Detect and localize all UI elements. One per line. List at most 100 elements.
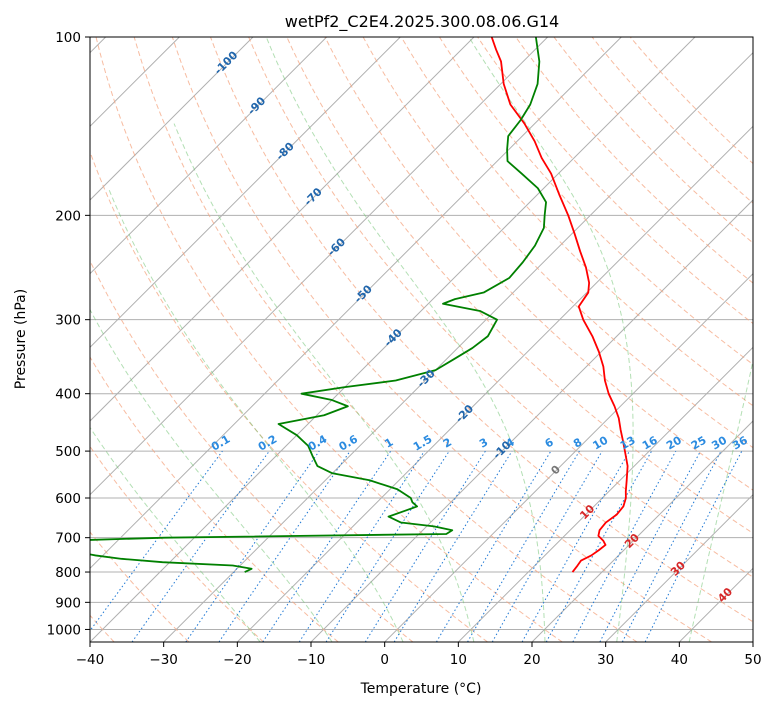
isotherm-label: -80 xyxy=(274,139,297,162)
y-tick-label: 100 xyxy=(55,30,81,46)
dry-adiabat xyxy=(171,37,712,642)
moist-adiabat xyxy=(468,37,634,642)
y-tick-label: 700 xyxy=(55,531,81,547)
dry-adiabat xyxy=(133,37,638,642)
isotherm-gridline xyxy=(678,567,753,642)
isotherm-gridline xyxy=(90,37,401,349)
dry-adiabat xyxy=(210,37,753,623)
mixing-ratio-label: 1.5 xyxy=(411,433,434,454)
mixing-ratio-line xyxy=(572,450,677,642)
moist-adiabat xyxy=(90,426,261,642)
dry-adiabat xyxy=(362,37,753,449)
x-tick-label: 0 xyxy=(380,652,389,668)
mixing-ratio-line xyxy=(218,450,351,642)
dry-adiabat xyxy=(95,37,563,642)
mixing-ratio-label: 0.1 xyxy=(209,433,232,454)
x-axis: −40 −30 −20 −10 0 10 20 30 40 50 xyxy=(76,642,762,668)
dry-adiabat xyxy=(248,37,753,578)
mixing-ratio-label: 0.2 xyxy=(256,433,279,454)
isotherm-label: -40 xyxy=(382,326,405,349)
mixing-ratio-label: 3 xyxy=(477,436,490,451)
dewpoint-trace xyxy=(90,37,547,573)
dry-adiabat xyxy=(324,37,753,491)
dry-adiabat xyxy=(477,37,753,325)
moist-adiabat xyxy=(173,123,475,642)
isotherm-gridline xyxy=(310,199,753,642)
mixing-ratio-line xyxy=(298,450,425,642)
dry-adiabat xyxy=(90,531,190,642)
isotherm-gridline xyxy=(384,272,753,642)
mixing-ratio-line xyxy=(393,450,513,642)
mixing-ratio-label: 13 xyxy=(618,434,638,453)
moist-adiabat xyxy=(265,37,546,642)
dry-adiabat xyxy=(90,150,488,642)
isotherm-gridline xyxy=(457,346,753,642)
mixing-ratio-line xyxy=(325,450,450,642)
isotherm-gridline xyxy=(605,493,753,642)
isotherm-gridline xyxy=(163,51,753,642)
isotherm-label: -20 xyxy=(453,402,476,425)
x-tick-label: −40 xyxy=(76,652,105,668)
mixing-ratio-line xyxy=(90,450,223,632)
y-tick-label: 1000 xyxy=(47,622,81,638)
isotherm-gridline xyxy=(90,37,622,570)
dry-adiabat xyxy=(553,37,753,244)
y-tick-label: 200 xyxy=(55,208,81,224)
mixing-ratio-line xyxy=(185,450,320,642)
moist-adiabat xyxy=(107,188,404,642)
mixing-ratio-label: 6 xyxy=(543,435,556,450)
x-tick-label: −10 xyxy=(297,652,326,668)
moist-adiabat xyxy=(90,308,333,642)
isotherm-label: 20 xyxy=(622,531,642,551)
y-tick-label: 800 xyxy=(55,565,81,581)
y-axis-label: Pressure (hPa) xyxy=(13,289,29,389)
mixing-ratio-line xyxy=(521,450,630,642)
moist-adiabat xyxy=(688,358,753,642)
x-tick-label: 20 xyxy=(523,652,540,668)
temperature-trace xyxy=(490,37,629,573)
mixing-ratio-line xyxy=(545,450,653,642)
isotherm-label: -70 xyxy=(302,185,325,208)
chart-title: wetPf2_C2E4.2025.300.08.06.G14 xyxy=(285,12,559,32)
y-tick-label: 900 xyxy=(55,595,81,611)
dry-adiabat xyxy=(439,37,753,366)
x-tick-label: 40 xyxy=(671,652,688,668)
profile-traces xyxy=(90,37,629,573)
isotherm-label: 0 xyxy=(548,462,563,477)
isotherm-label: 10 xyxy=(577,502,597,522)
mixing-ratio-label: 0.4 xyxy=(306,432,330,453)
isotherm-gridline xyxy=(531,420,753,642)
mixing-ratio-line xyxy=(599,450,701,642)
isotherm-gridline xyxy=(90,37,549,496)
x-tick-label: −20 xyxy=(223,652,252,668)
dry-adiabat xyxy=(90,259,414,642)
y-tick-label: 300 xyxy=(55,313,81,329)
y-axis: 100 200 300 400 500 600 700 800 900 1000 xyxy=(47,30,90,638)
mixing-ratio-line xyxy=(131,450,270,642)
line-labels: 0.1 0.2 0.4 0.6 1 1.5 2 3 4 6 8 10 13 16 20 25 30 36-100-… xyxy=(209,48,750,605)
x-axis-label: Temperature (°C) xyxy=(360,681,482,697)
mixing-ratio-line xyxy=(644,450,743,642)
x-tick-label: 50 xyxy=(744,652,761,668)
isotherm-label: -50 xyxy=(352,282,375,305)
mixing-ratio-label: 0.6 xyxy=(337,432,361,453)
dry-adiabat xyxy=(400,37,753,407)
mixing-ratio-label: 1 xyxy=(382,436,395,451)
mixing-ratio-label: 20 xyxy=(664,433,684,452)
plot-frame xyxy=(89,36,754,643)
isotherm-label: -60 xyxy=(325,235,348,258)
x-tick-label: −30 xyxy=(149,652,178,668)
isotherm-gridline xyxy=(90,37,328,275)
isotherm-label: -90 xyxy=(245,94,268,117)
mixing-ratio-label: 36 xyxy=(730,433,750,452)
x-tick-label: 30 xyxy=(597,652,614,668)
mixing-ratio-label: 16 xyxy=(640,433,660,452)
mixing-ratio-line xyxy=(262,450,392,642)
dry-adiabat xyxy=(90,356,339,642)
mixing-ratio-label: 30 xyxy=(709,433,729,452)
isotherm-gridline xyxy=(752,641,753,642)
y-tick-label: 600 xyxy=(55,491,81,507)
isotherm-gridline xyxy=(90,37,254,201)
dry-adiabat xyxy=(591,37,753,204)
